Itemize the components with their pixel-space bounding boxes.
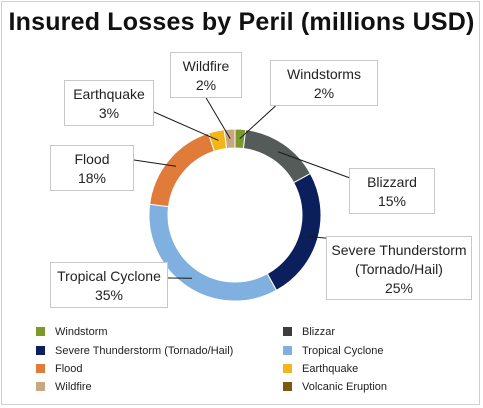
label-wildfire-pct: 2% xyxy=(195,77,217,93)
legend-item-blizzar: Blizzar xyxy=(283,325,335,339)
slice-blizzard xyxy=(242,129,312,184)
legend-swatch xyxy=(36,363,45,373)
legend-swatch xyxy=(36,381,45,391)
legend-swatch xyxy=(283,345,292,355)
label-windstorms-pct: 2% xyxy=(313,85,335,101)
legend-label: Windstorm xyxy=(55,326,108,338)
leader-line xyxy=(133,159,177,167)
legend-swatch xyxy=(36,326,45,336)
leader-line xyxy=(277,151,351,179)
legend-swatch xyxy=(283,363,292,373)
label-severe: Severe Thunderstorm (Tornado/Hail) 25% xyxy=(326,236,472,300)
label-earthquake-name: Earthquake xyxy=(73,86,145,102)
legend-item-tropical: Tropical Cyclone xyxy=(283,344,384,358)
legend-label: Flood xyxy=(55,363,83,375)
label-windstorms: Windstorms 2% xyxy=(270,60,378,106)
label-flood-pct: 18% xyxy=(77,170,107,186)
label-blizzard-name: Blizzard xyxy=(367,174,417,190)
leader-line xyxy=(204,95,231,139)
legend-item-volcanic: Volcanic Eruption xyxy=(283,380,387,394)
legend-label: Blizzar xyxy=(302,326,336,338)
slice-tropical-cyclone xyxy=(148,203,278,302)
label-flood-name: Flood xyxy=(74,151,110,167)
label-windstorms-name: Windstorms xyxy=(287,66,361,82)
chart-title: Insured Losses by Peril (millions USD) xyxy=(8,8,475,36)
legend-swatch xyxy=(283,381,292,391)
legend-label: Volcanic Eruption xyxy=(302,381,387,393)
label-blizzard: Blizzard 15% xyxy=(349,168,435,214)
legend-label: Tropical Cyclone xyxy=(302,345,384,357)
label-blizzard-pct: 15% xyxy=(377,193,407,209)
slice-flood xyxy=(149,132,215,208)
label-severe-name: Severe Thunderstorm xyxy=(331,242,467,258)
legend-swatch xyxy=(36,345,45,355)
label-tropical: Tropical Cyclone 35% xyxy=(50,262,168,308)
slice-severe-thunderstorm-tornado-hail xyxy=(266,172,322,292)
legend-item-flood: Flood xyxy=(36,362,83,376)
legend-swatch xyxy=(283,326,292,336)
leader-line xyxy=(153,111,219,141)
label-wildfire-name: Wildfire xyxy=(182,58,230,74)
legend-item-earthquake: Earthquake xyxy=(283,362,358,376)
label-wildfire: Wildfire 2% xyxy=(170,52,242,98)
leader-line xyxy=(239,99,283,140)
legend-item-severe: Severe Thunderstorm (Tornado/Hail) xyxy=(36,344,233,358)
label-earthquake-pct: 3% xyxy=(98,105,120,121)
label-tropical-pct: 35% xyxy=(94,287,124,303)
label-severe-pct: 25% xyxy=(384,280,414,296)
label-flood: Flood 18% xyxy=(50,145,134,191)
legend-label: Wildfire xyxy=(55,381,92,393)
label-severe-name2: (Tornado/Hail) xyxy=(355,261,443,277)
legend-label: Severe Thunderstorm (Tornado/Hail) xyxy=(55,345,234,357)
legend-item-windstorm: Windstorm xyxy=(36,325,108,339)
legend-label: Earthquake xyxy=(302,363,359,375)
label-earthquake: Earthquake 3% xyxy=(64,80,154,126)
slices xyxy=(148,128,322,302)
label-tropical-name: Tropical Cyclone xyxy=(57,268,161,284)
legend-item-wildfire: Wildfire xyxy=(36,380,92,394)
